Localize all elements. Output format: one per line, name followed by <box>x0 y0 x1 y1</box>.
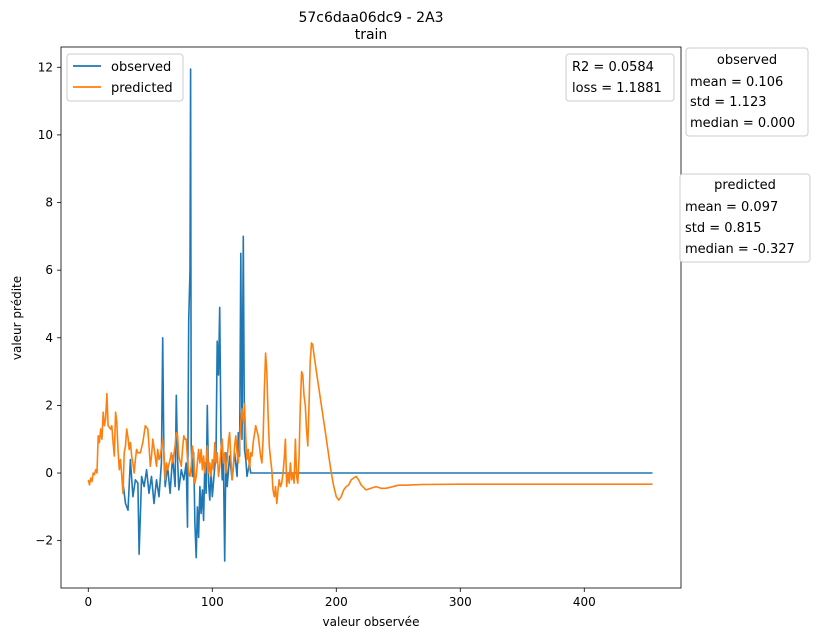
predicted-median: median = -0.327 <box>685 242 795 257</box>
metrics-box: R2 = 0.0584 loss = 1.1881 <box>565 53 675 102</box>
legend-label-observed: observed <box>111 60 171 75</box>
series-line-predicted <box>87 342 653 505</box>
x-tick-label: 300 <box>449 595 472 609</box>
y-tick-label: −2 <box>35 534 53 548</box>
predicted-stats-frame <box>679 173 811 263</box>
predicted-stats-box: predicted mean = 0.097 std = 0.815 media… <box>679 173 811 263</box>
y-tick-label: 8 <box>45 196 53 210</box>
metrics-frame <box>565 53 675 102</box>
predicted-stats-title: predicted <box>714 178 776 193</box>
observed-stats-box: observed mean = 0.106 std = 1.123 median… <box>685 47 809 137</box>
observed-std: std = 1.123 <box>690 95 767 110</box>
chart-subtitle: train <box>355 27 388 43</box>
x-tick-label: 100 <box>201 595 224 609</box>
y-tick-label: 10 <box>38 128 53 142</box>
y-tick-label: 2 <box>45 398 53 412</box>
series-layer <box>87 68 653 562</box>
x-tick-label: 200 <box>325 595 348 609</box>
legend: observed predicted <box>66 53 184 102</box>
y-tick-label: 4 <box>45 331 53 345</box>
predicted-std: std = 0.815 <box>685 221 762 236</box>
observed-stats-title: observed <box>717 53 777 68</box>
x-axis-label: valeur observée <box>323 615 420 629</box>
y-tick-label: 0 <box>45 466 53 480</box>
x-tick-label: 400 <box>573 595 596 609</box>
y-axis-label: valeur prédite <box>10 276 24 360</box>
observed-mean: mean = 0.106 <box>690 75 783 90</box>
predicted-mean: mean = 0.097 <box>685 200 778 215</box>
plot-area <box>60 46 682 589</box>
loss-text: loss = 1.1881 <box>572 81 662 96</box>
legend-label-predicted: predicted <box>111 81 173 96</box>
x-tick-label: 0 <box>84 595 92 609</box>
observed-median: median = 0.000 <box>690 116 795 131</box>
y-tick-label: 12 <box>38 60 53 74</box>
r2-text: R2 = 0.0584 <box>572 60 654 75</box>
chart-title: 57c6daa06dc9 - 2A3 <box>298 10 443 26</box>
y-tick-label: 6 <box>45 263 53 277</box>
y-axis-ticks: −2 0 2 4 6 8 10 12 <box>35 60 61 548</box>
x-axis-ticks: 0 100 200 300 400 <box>84 588 596 609</box>
observed-stats-frame <box>685 47 809 137</box>
